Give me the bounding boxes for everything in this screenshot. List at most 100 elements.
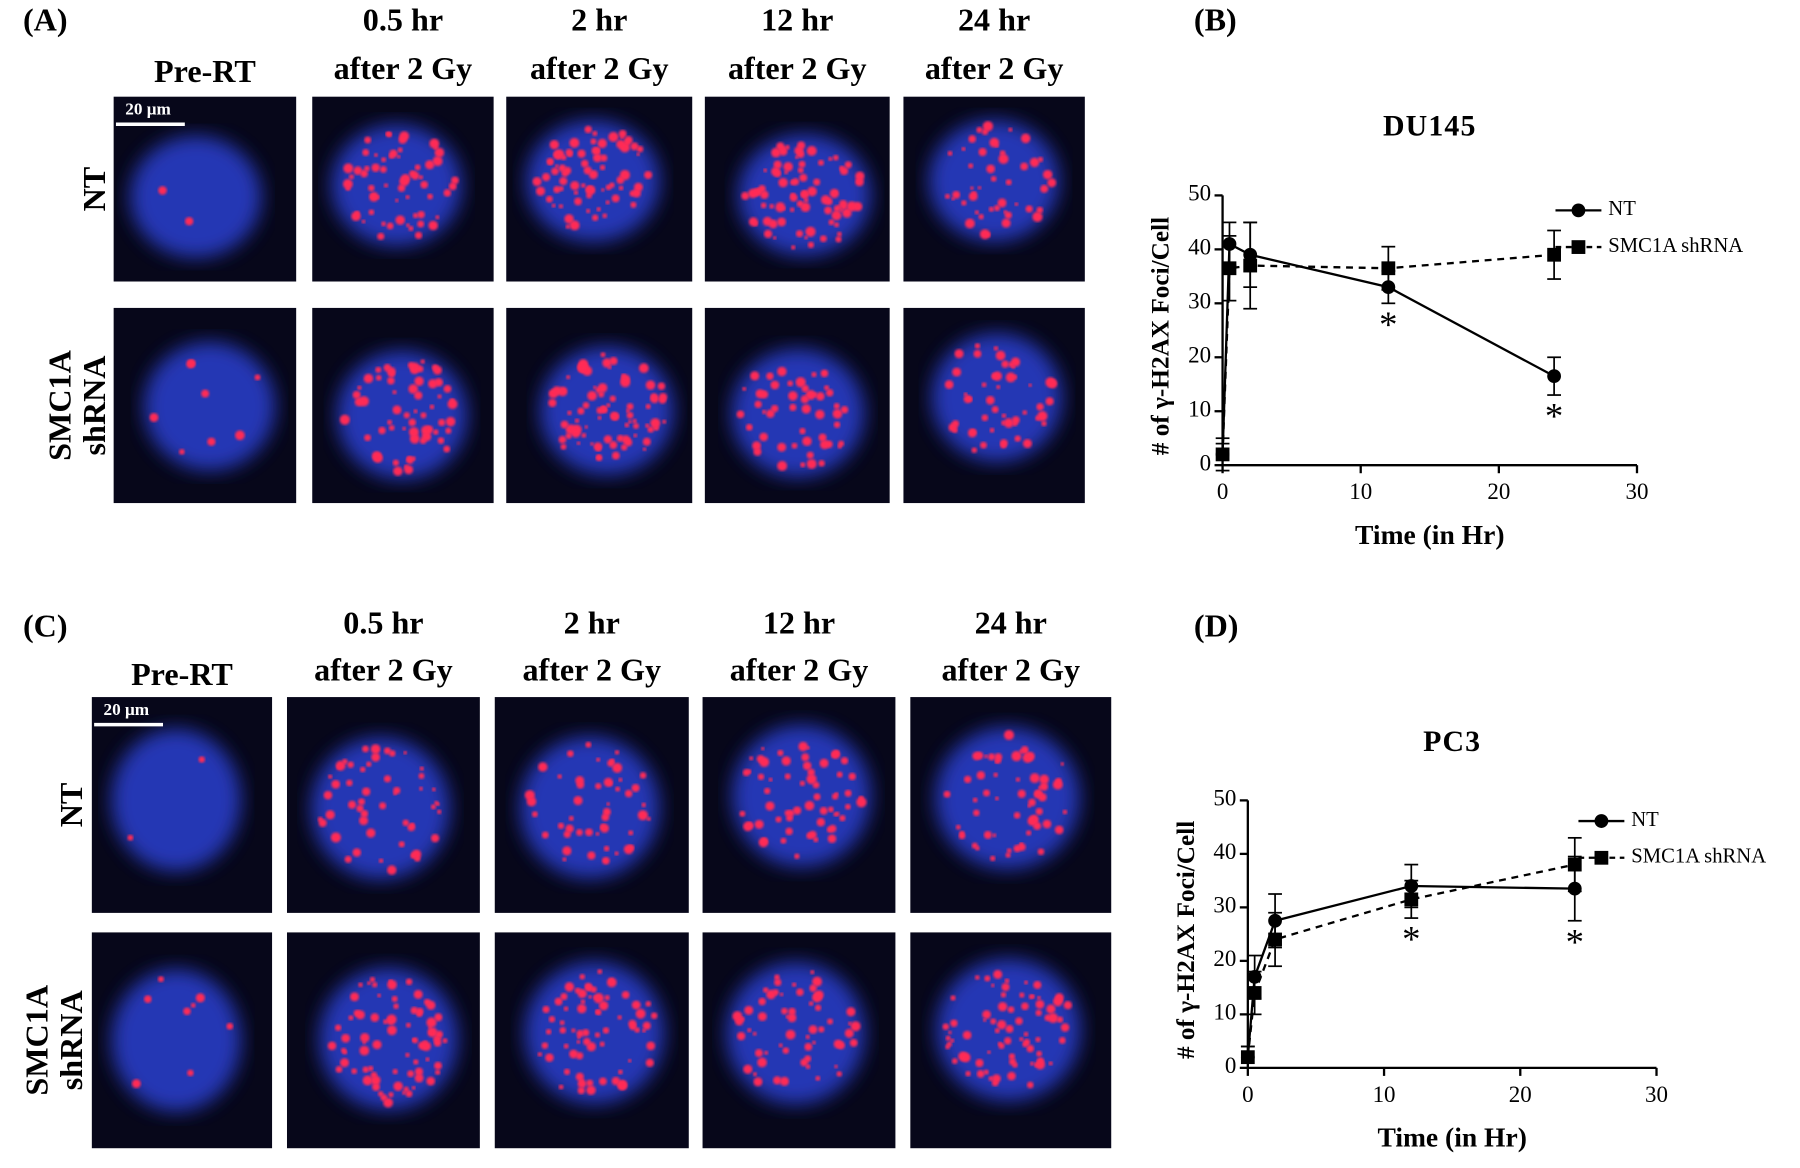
focus [379,802,387,810]
focus [373,153,378,158]
focus [812,392,818,398]
focus [792,806,802,815]
focus [375,374,382,381]
focus [1054,825,1064,835]
focus [840,405,849,414]
focus [359,766,366,773]
focus [600,406,608,414]
focus [993,772,999,778]
focus [1028,383,1032,387]
focus [382,1019,388,1025]
focus [403,412,410,419]
focus [1046,1004,1056,1014]
focus [960,1052,971,1063]
focus [1026,1044,1035,1053]
focus [990,1018,997,1025]
focus [611,451,620,460]
y-axis-label: # of γ-H2AX Foci/Cell [1147,217,1175,455]
focus [609,395,617,403]
focus [757,1012,767,1022]
focus [392,459,400,466]
focus [768,777,773,782]
focus [757,773,765,781]
focus [781,756,791,766]
focus [804,800,815,811]
focus [768,219,778,229]
focus [413,1059,419,1065]
focus [817,159,825,166]
focus [334,1024,342,1031]
x-tick-label: 0 [1242,1082,1253,1107]
focus [795,377,806,388]
focus [381,157,387,163]
x-tick-label: 10 [1373,1082,1396,1107]
focus [560,993,568,1001]
focus [1033,980,1042,990]
y-tick-label: 30 [1188,289,1211,314]
nucleus [519,736,660,879]
marker [1247,986,1262,1000]
series [1215,221,1561,472]
nucleus [130,135,262,258]
focus [974,975,980,980]
focus [607,759,615,767]
focus [580,159,589,168]
x-tick-label: 20 [1509,1082,1532,1107]
focus [587,851,596,860]
marker [1567,857,1582,872]
focus [991,372,998,380]
focus [993,969,1003,979]
focus [585,828,593,837]
focus [541,1042,549,1049]
focus [954,349,964,359]
micrograph [702,697,896,913]
focus [353,166,363,175]
micrograph [903,307,1085,504]
focus [190,1002,196,1008]
focus [630,142,639,151]
focus [761,837,768,845]
focus [357,798,366,806]
focus [990,175,997,182]
focus [347,761,354,768]
focus [754,1049,763,1058]
focus [201,389,210,398]
focus [850,1021,861,1032]
focus [978,147,987,157]
focus [412,1037,419,1044]
focus [848,772,856,781]
focus [393,791,397,796]
focus [422,1040,428,1045]
focus [588,995,593,999]
focus [569,220,580,231]
focus [391,995,398,1003]
focus [772,236,777,240]
micrograph [506,96,693,282]
focus [764,1050,769,1055]
panel-label: (B) [1194,2,1237,38]
focus [626,411,634,419]
focus [1007,1071,1016,1081]
nucleus [935,726,1080,870]
focus [183,1007,191,1016]
focus [944,380,954,390]
focus [840,757,849,765]
focus [328,774,333,779]
focus [1035,789,1043,797]
focus [798,160,806,168]
focus [844,789,852,797]
focus [569,137,580,148]
focus [1025,751,1035,761]
focus [642,447,647,452]
focus [814,1004,822,1011]
focus [796,200,804,208]
focus [364,434,372,442]
focus [1029,157,1040,168]
focus [584,425,589,429]
focus [645,1058,654,1067]
focus [1021,1002,1029,1011]
x-tick-label: 20 [1487,479,1510,504]
focus [833,403,840,410]
focus [562,846,572,856]
focus [943,790,951,798]
